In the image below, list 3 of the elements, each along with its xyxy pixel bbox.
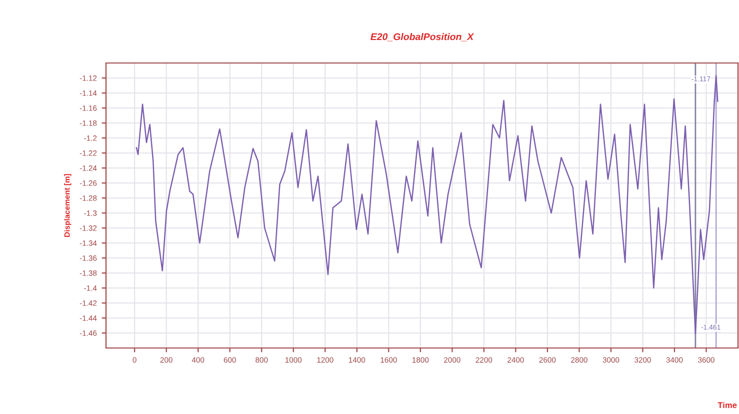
x-axis-title: Time	[718, 402, 737, 408]
line-series	[136, 75, 718, 334]
chart-title: E20_GlobalPosition_X	[370, 33, 474, 42]
